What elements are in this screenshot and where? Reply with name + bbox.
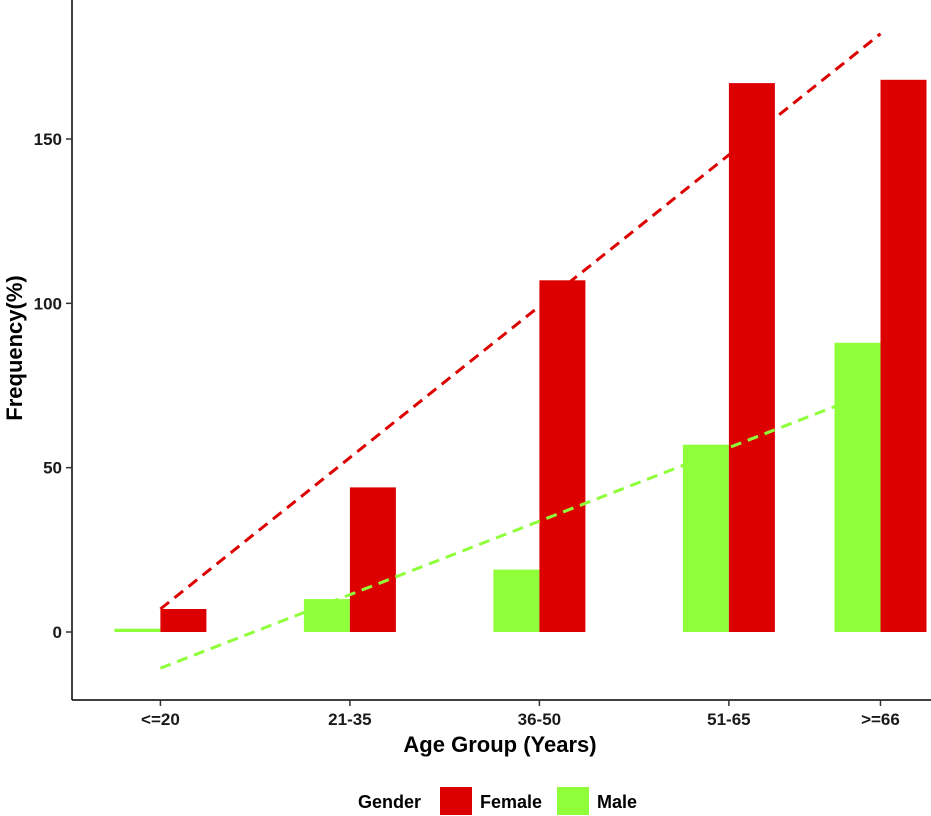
legend-label-male: Male	[597, 792, 637, 812]
legend-title: Gender	[358, 792, 421, 812]
y-axis-title: Frequency(%)	[2, 275, 27, 420]
x-tick-label-21-35: 21-35	[328, 710, 371, 729]
bar-female-lteq20	[160, 609, 207, 632]
y-tick-label-50: 50	[43, 459, 62, 478]
bar-male-lteq20	[114, 628, 161, 632]
bar-female-gteq66	[880, 79, 927, 633]
bar-male-36-50	[493, 569, 540, 632]
y-tick-label-100: 100	[34, 294, 62, 313]
y-tick-label-150: 150	[34, 130, 62, 149]
bar-male-gteq66	[834, 342, 881, 632]
legend-label-female: Female	[480, 792, 542, 812]
trend-line-female	[159, 32, 882, 611]
trend-line-male	[159, 387, 882, 670]
x-axis-title: Age Group (Years)	[403, 732, 596, 757]
x-tick-label-lteq20: <=20	[141, 710, 180, 729]
bar-female-21-35	[349, 487, 396, 632]
x-tick-label-36-50: 36-50	[518, 710, 561, 729]
legend-key-female	[440, 787, 472, 815]
bar-female-36-50	[539, 280, 586, 632]
bar-male-51-65	[682, 444, 729, 632]
legend-key-male	[557, 787, 589, 815]
y-tick-label-0: 0	[53, 623, 62, 642]
legend: Gender Female Male	[358, 787, 637, 815]
bar-female-51-65	[728, 83, 775, 633]
bar-male-21-35	[303, 599, 350, 632]
x-tick-label-gteq66: >=66	[861, 710, 900, 729]
x-tick-label-51-65: 51-65	[707, 710, 750, 729]
